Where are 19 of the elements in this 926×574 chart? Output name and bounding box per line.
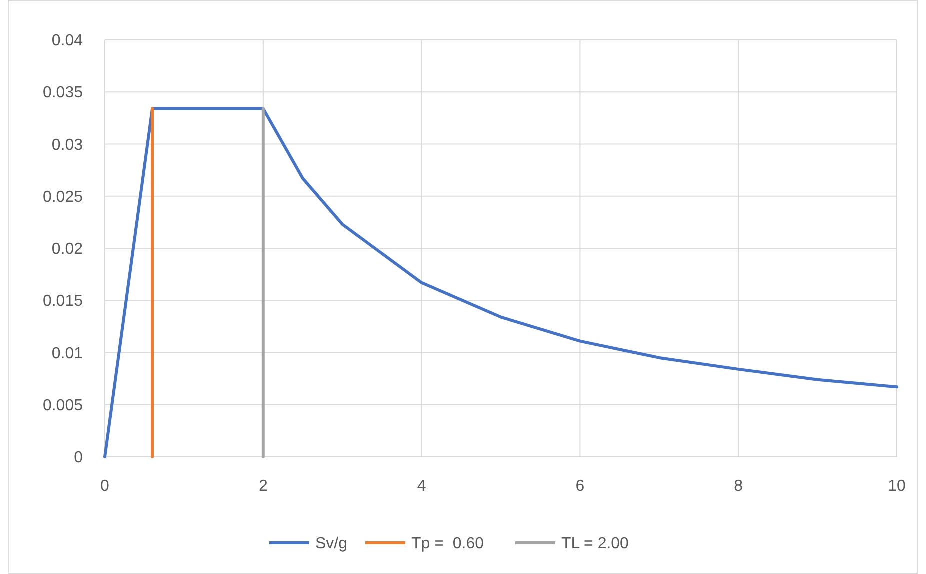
y-tick-label: 0.005 xyxy=(42,397,84,414)
line-series xyxy=(104,107,898,458)
y-tick-label: 0 xyxy=(74,450,84,467)
legend-label: TL = 2.00 xyxy=(562,536,630,553)
x-tick-label: 0 xyxy=(100,478,110,495)
y-tick-label: 0.035 xyxy=(42,84,84,102)
y-tick-label: 0.025 xyxy=(42,188,84,206)
x-tick-label: 8 xyxy=(734,478,744,495)
x-tick-label: 2 xyxy=(258,478,268,495)
y-tick-label: 0.03 xyxy=(52,136,84,154)
legend-label: Tp = 0.60 xyxy=(412,536,484,553)
x-tick-label: 10 xyxy=(888,478,906,495)
y-tick-label: 0.01 xyxy=(52,345,84,362)
y-tick-label: 0.04 xyxy=(52,32,84,50)
y-tick-label: 0.02 xyxy=(52,241,84,258)
x-tick-label: 4 xyxy=(417,478,426,495)
x-tick-label: 6 xyxy=(576,478,585,495)
legend-label: Sv/g xyxy=(316,536,348,553)
y-tick-label: 0.015 xyxy=(42,293,84,310)
